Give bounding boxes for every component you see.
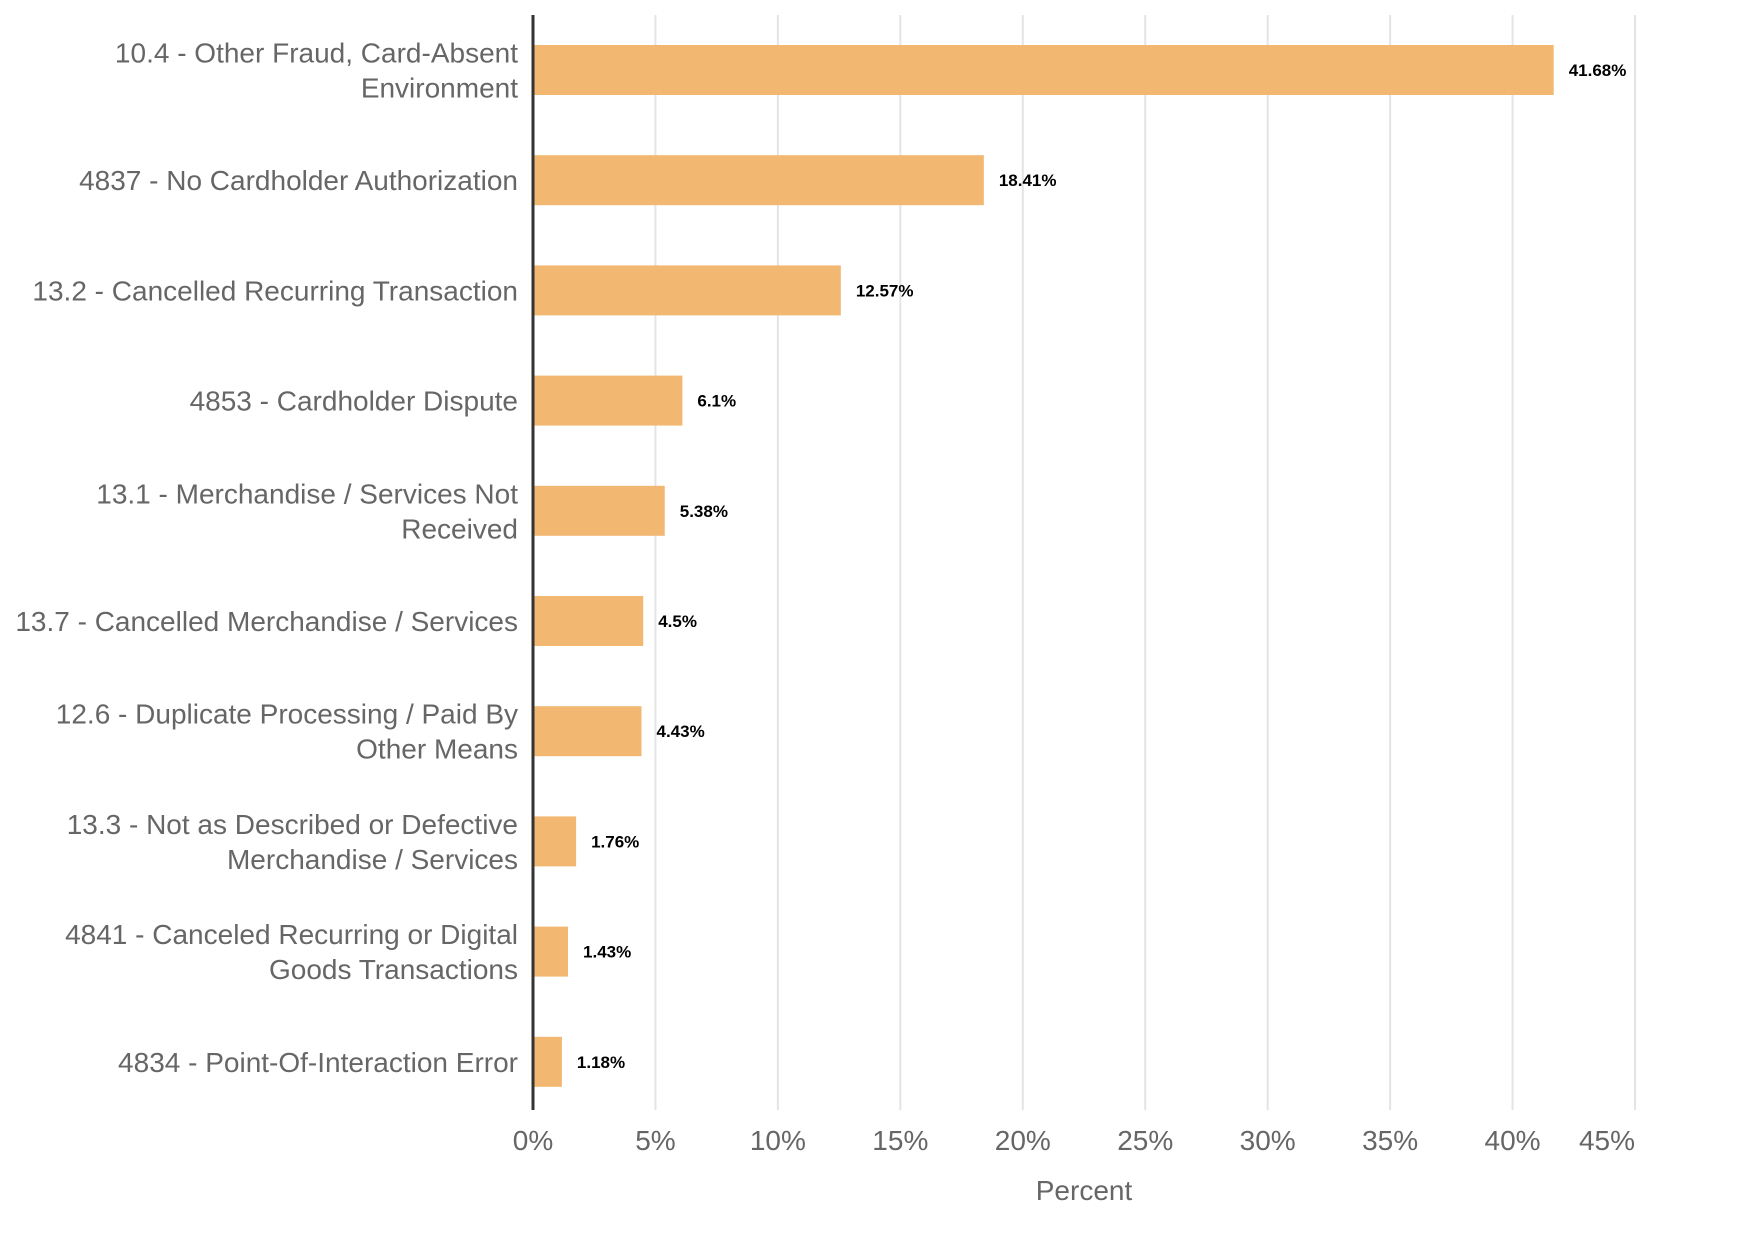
category-label: 4841 - Canceled Recurring or Digital Good… [65,919,518,985]
bar [533,155,984,206]
category-label-line: 13.3 - Not as Described or Defective [67,809,518,840]
x-tick-label: 15% [872,1125,928,1156]
bar-value-label: 41.68% [1569,61,1627,80]
x-axis-title: Percent [1036,1175,1133,1206]
category-label-line: 13.1 - Merchandise / Services Not [96,478,518,509]
category-label: 4834 - Point-Of-Interaction Error [118,1047,518,1078]
category-label-line: 4834 - Point-Of-Interaction Error [118,1047,518,1078]
bars [533,45,1554,1087]
x-tick-label: 40% [1485,1125,1541,1156]
bar-value-label: 1.76% [591,832,639,851]
category-label: 4837 - No Cardholder Authorization [79,165,518,196]
category-label-line: Goods Transactions [269,954,518,985]
category-label-line: 4853 - Cardholder Dispute [190,386,518,417]
value-labels: 41.68% 18.41% 12.57% 6.1% 5.38% 4.5% 4.43% 1.76… [577,61,1626,1072]
bar [533,1036,562,1087]
x-axis-ticks: 0% 5% 10% 15% 20% 25% 30% 35% 40% 45% [513,1125,1635,1156]
bar [533,265,841,316]
category-label-line: 13.2 - Cancelled Recurring Transaction [32,275,518,306]
category-label-line: Received [401,513,518,544]
bar-value-label: 4.5% [658,612,697,631]
bar-value-label: 1.18% [577,1053,625,1072]
category-label: 12.6 - Duplicate Processing / Paid By Oth… [56,699,518,765]
bar-value-label: 5.38% [680,502,728,521]
category-label: 13.1 - Merchandise / Services Not Receive… [96,478,518,544]
bar-value-label: 12.57% [856,281,914,300]
category-label: 13.3 - Not as Described or Defective Merc… [67,809,518,875]
category-label: 13.7 - Cancelled Merchandise / Services [15,606,518,637]
x-tick-label: 10% [750,1125,806,1156]
category-labels: 10.4 - Other Fraud, Card-Absent Environme… [15,38,518,1078]
category-label: 10.4 - Other Fraud, Card-Absent Environme… [115,38,518,104]
x-tick-label: 20% [995,1125,1051,1156]
category-label-line: 13.7 - Cancelled Merchandise / Services [15,606,518,637]
x-tick-label: 30% [1240,1125,1296,1156]
category-label-line: Other Means [356,734,518,765]
bar-value-label: 4.43% [656,722,704,741]
category-label-line: Merchandise / Services [227,844,518,875]
bar [533,816,577,867]
category-label: 13.2 - Cancelled Recurring Transaction [32,275,518,306]
category-label-line: 4841 - Canceled Recurring or Digital [65,919,518,950]
category-label-line: 4837 - No Cardholder Authorization [79,165,518,196]
bar-value-label: 6.1% [697,392,736,411]
bar [533,45,1554,95]
category-label-line: 10.4 - Other Fraud, Card-Absent [115,38,518,69]
bar [533,485,665,536]
bar [533,375,683,426]
category-label: 4853 - Cardholder Dispute [190,386,518,417]
x-tick-label: 0% [513,1125,553,1156]
bar-value-label: 1.43% [583,943,631,962]
bar [533,596,644,646]
bar [533,926,569,977]
x-tick-label: 45% [1579,1125,1635,1156]
bar-value-label: 18.41% [999,171,1057,190]
category-label-line: Environment [361,73,518,104]
category-label-line: 12.6 - Duplicate Processing / Paid By [56,699,518,730]
bar [533,706,642,757]
x-tick-label: 35% [1362,1125,1418,1156]
x-tick-label: 25% [1117,1125,1173,1156]
x-tick-label: 5% [635,1125,675,1156]
